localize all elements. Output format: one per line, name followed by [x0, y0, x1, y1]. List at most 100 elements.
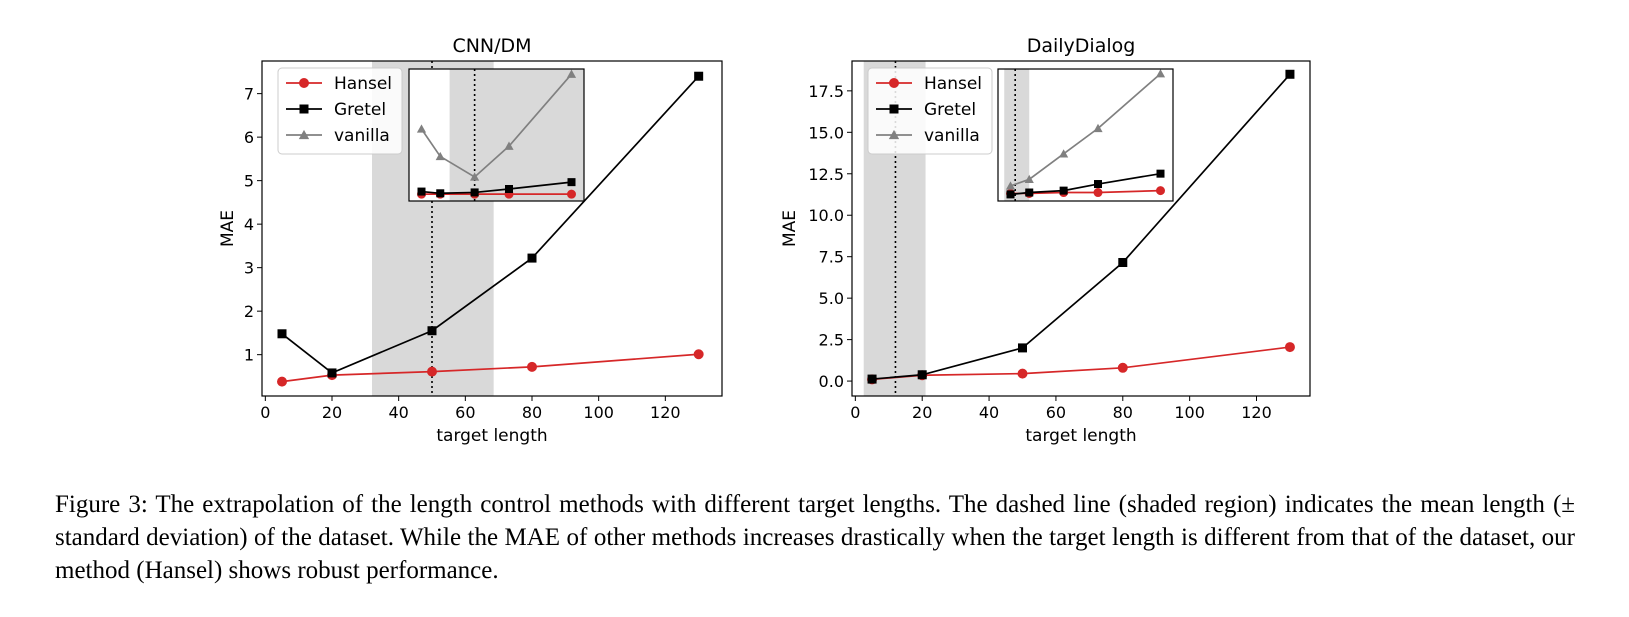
chart1-inset-point-gretel	[1006, 190, 1015, 199]
chart0-inset	[408, 68, 585, 202]
chart1-x-tick-label: 20	[912, 403, 932, 422]
chart0-inset-point-gretel	[567, 178, 576, 187]
figure-caption: Figure 3: The extrapolation of the lengt…	[55, 491, 1575, 584]
chart0-y-tick-label: 6	[244, 128, 254, 147]
chart1-x-tick-label: 40	[979, 403, 999, 422]
chart1-y-tick-label: 2.5	[819, 331, 844, 350]
chart1-point-gretel	[867, 374, 877, 384]
chart1-x-axis-label: target length	[1025, 426, 1136, 446]
chart1-y-tick-label: 17.5	[808, 82, 844, 101]
chart0-inset-series-vanilla	[416, 69, 577, 181]
chart0-inset-point-gretel	[417, 187, 426, 196]
chart1-inset-point-gretel	[1094, 180, 1102, 189]
chart0-legend-label: Hansel	[334, 74, 392, 94]
chart0-legend-item-hansel: Hansel	[286, 74, 392, 94]
chart0-inset-point-hansel	[567, 189, 576, 199]
chart1-x-tick-label: 60	[1046, 403, 1066, 422]
chart0-point-hansel	[427, 366, 437, 377]
chart0-x-tick-label: 80	[522, 403, 542, 422]
chart1-legend-label: Hansel	[924, 74, 982, 94]
chart1-inset-series-vanilla	[1005, 69, 1166, 190]
chart1-legend-item-vanilla: vanilla	[876, 126, 980, 146]
chart0-inset-point-vanilla	[435, 151, 445, 161]
chart1-point-gretel	[1118, 257, 1128, 267]
chart0-y-tick-label: 3	[244, 259, 254, 278]
chart0-inset-point-vanilla	[470, 172, 480, 181]
chart1-inset	[997, 68, 1174, 202]
chart1-inset-std-band	[1004, 69, 1030, 201]
chart0-inset-plot-area	[416, 69, 584, 201]
chart1-inset-point-gretel	[1025, 188, 1034, 197]
chart1-y-tick-label: 12.5	[808, 165, 844, 184]
chart1-series-gretel	[867, 69, 1295, 384]
chart0-y-tick-label: 4	[244, 215, 254, 234]
chart1-inset-plot-area	[1004, 69, 1166, 201]
chart1-legend-marker	[889, 78, 899, 88]
chart1-inset-series-gretel	[1006, 169, 1165, 199]
chart0-inset-point-vanilla	[566, 69, 577, 78]
chart0-x-tick-label: 0	[260, 403, 270, 422]
chart0-x-tick-label: 20	[322, 403, 342, 422]
chart1-legend-item-gretel: Gretel	[876, 100, 976, 120]
chart0-y-tick-label: 5	[244, 172, 254, 191]
chart0-legend-box	[277, 67, 403, 155]
chart0-inset-point-vanilla	[504, 141, 514, 150]
chart1-point-gretel	[1285, 69, 1295, 79]
chart0-series-gretel	[277, 71, 704, 378]
chart0-inset-point-gretel	[470, 188, 479, 197]
chart0-legend-marker	[299, 78, 309, 88]
chart1-legend-marker	[888, 129, 900, 140]
chart0-y-tick-label: 7	[244, 85, 254, 104]
chart0-x-axis-label: target length	[436, 426, 547, 446]
chart1-point-hansel	[1117, 362, 1128, 373]
chart1-x-tick-label: 0	[850, 403, 860, 422]
chart1-legend-marker	[889, 104, 899, 114]
chart1-legend-label: vanilla	[924, 126, 980, 146]
chart0-y-axis-label: MAE	[218, 210, 238, 247]
chart0-inset-frame	[408, 68, 585, 202]
chart0-point-gretel	[694, 71, 704, 81]
chart0-point-gretel	[527, 253, 537, 263]
chart0-legend-marker	[298, 129, 310, 140]
chart1-inset-point-gretel	[1059, 186, 1068, 195]
chart1-inset-point-gretel	[1156, 169, 1165, 178]
panel-cnn-dm: 0 20 40 60 80 100 120 1 2 3 4 5 6 7 CNN/DM target lengt…	[218, 35, 723, 446]
chart0-frame	[261, 60, 723, 397]
chart0-point-gretel	[327, 368, 337, 378]
chart0-y-tick-label: 1	[244, 346, 254, 365]
chart0-legend: Hansel Gretel vanilla	[277, 67, 403, 155]
chart0-point-hansel	[277, 376, 287, 387]
chart1-x-tick-label: 120	[1241, 403, 1272, 422]
chart1-y-tick-label: 5.0	[819, 289, 844, 308]
chart0-point-hansel	[693, 349, 704, 360]
chart0-y-tick-label: 2	[244, 302, 254, 321]
chart1-frame	[851, 60, 1311, 397]
chart0-inset-series-gretel	[417, 178, 576, 198]
chart1-x-tick-label: 80	[1113, 403, 1133, 422]
chart1-legend-item-hansel: Hansel	[876, 74, 982, 94]
chart0-x-tick-label: 40	[388, 403, 408, 422]
figure: 0 20 40 60 80 100 120 1 2 3 4 5 6 7 CNN/DM target lengt…	[218, 35, 1311, 446]
chart1-inset-point-vanilla	[1059, 149, 1069, 158]
chart1-point-hansel	[1284, 342, 1295, 353]
chart0-inset-point-vanilla	[416, 124, 427, 133]
chart0-point-gretel	[277, 329, 287, 339]
chart1-inset-point-hansel	[1093, 188, 1103, 198]
chart0-x-tick-label: 60	[455, 403, 475, 422]
chart1-y-axis-label: MAE	[780, 210, 800, 247]
chart0-title: CNN/DM	[452, 35, 531, 57]
chart1-y-tick-label: 10.0	[808, 206, 844, 225]
chart1-point-gretel	[1017, 343, 1027, 353]
chart0-point-gretel	[427, 326, 437, 336]
chart1-legend: Hansel Gretel vanilla	[867, 67, 993, 155]
chart1-point-gretel	[917, 370, 927, 380]
chart0-legend-label: vanilla	[334, 126, 390, 146]
chart0-x-tick-label: 120	[650, 403, 681, 422]
chart1-inset-point-vanilla	[1024, 174, 1034, 183]
chart0-legend-item-vanilla: vanilla	[286, 126, 390, 146]
chart1-inset-point-hansel	[1156, 186, 1165, 196]
chart1-title: DailyDialog	[1027, 35, 1136, 57]
chart0-inset-point-gretel	[436, 189, 445, 198]
chart1-y-tick-label: 7.5	[819, 248, 844, 267]
chart1-legend-box	[867, 67, 993, 155]
